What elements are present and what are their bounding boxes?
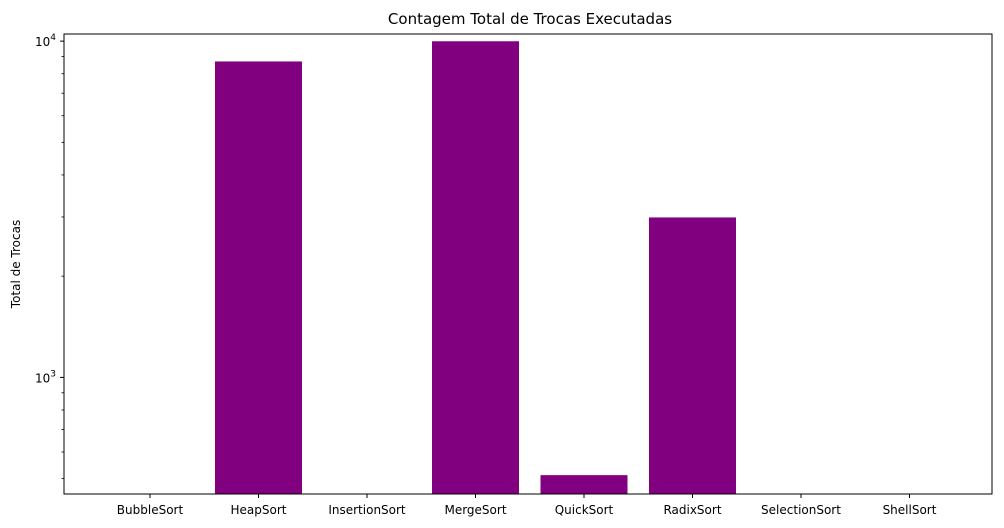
y-tick-exponent: 3 [50,369,56,379]
axes-frame [63,33,993,495]
x-tick-label: InsertionSort [328,503,406,517]
x-tick-label: HeapSort [231,503,287,517]
y-tick-base: 10 [35,35,50,49]
x-tick-label: ShellSort [883,503,937,517]
x-tick-label: BubbleSort [117,503,184,517]
x-tick-label: QuickSort [555,503,614,517]
bar-heapsort [215,61,302,494]
y-tick-base: 10 [35,371,50,385]
plot-area [215,41,736,494]
y-tick-label: 104 [35,33,56,49]
chart-title: Contagem Total de Trocas Executadas [388,10,672,28]
x-axis: BubbleSort HeapSort InsertionSort MergeSort… [117,494,937,517]
x-tick-label: MergeSort [444,503,506,517]
bar-quicksort [540,475,628,494]
y-tick-exponent: 4 [50,33,56,43]
bar-mergesort [432,41,519,494]
y-tick-label: 103 [35,369,56,385]
bar-radixsort [649,217,736,494]
x-tick-label: SelectionSort [761,503,841,517]
y-axis-label: Total de Trocas [9,220,23,309]
x-tick-label: RadixSort [663,503,721,517]
